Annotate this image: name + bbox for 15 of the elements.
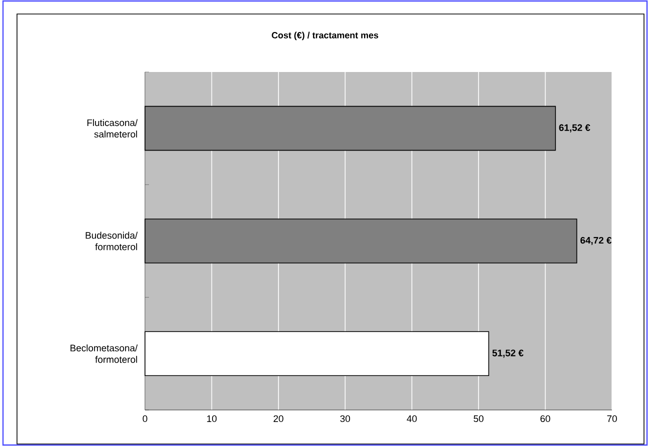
y-tick-label: Budesonida/ formoterol xyxy=(86,232,138,250)
y-tick-label: Beclometasona/ formoterol xyxy=(70,344,138,363)
x-tick-label: 60 xyxy=(540,415,550,422)
x-tick-label: 30 xyxy=(340,415,350,422)
data-label: 64,72 € xyxy=(580,236,612,246)
x-tick-label: 50 xyxy=(474,415,484,422)
chart-title: Cost (€) / tractament mes xyxy=(272,32,378,40)
x-tick-label: 0 xyxy=(142,415,148,422)
x-tick-label: 10 xyxy=(207,415,217,422)
x-tick-label: 20 xyxy=(274,415,284,422)
x-tick-label: 70 xyxy=(607,415,617,422)
data-label: 51,52 € xyxy=(492,350,524,358)
y-tick-label: Fluticasona/ salmeterol xyxy=(87,119,138,138)
data-label: 61,52 € xyxy=(559,124,590,132)
x-tick-label: 40 xyxy=(406,415,417,422)
